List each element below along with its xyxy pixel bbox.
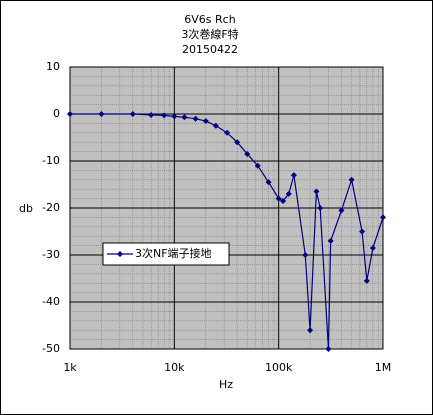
- data-point: [369, 244, 376, 251]
- data-point: [325, 346, 332, 352]
- data-point: [302, 252, 309, 258]
- data-point: [67, 111, 73, 117]
- data-point: [380, 214, 386, 221]
- data-point: [275, 195, 282, 202]
- chart-title: 3次巻線F特: [181, 27, 238, 41]
- data-point: [98, 111, 105, 117]
- data-point: [129, 111, 136, 117]
- x-tick-label: 10k: [164, 361, 185, 374]
- data-point: [212, 122, 219, 129]
- data-point: [148, 111, 155, 118]
- x-tick-label: 1k: [63, 361, 77, 374]
- y-tick-label: 0: [53, 107, 60, 120]
- data-point: [307, 327, 314, 334]
- x-tick-label: 1M: [375, 361, 392, 374]
- y-tick-label: -30: [42, 248, 60, 261]
- legend-box: [102, 242, 230, 266]
- data-point: [224, 129, 231, 136]
- data-point: [265, 179, 272, 186]
- y-tick-label: -40: [42, 295, 60, 308]
- data-point: [338, 207, 345, 214]
- data-point: [244, 150, 251, 157]
- plot-border: [69, 66, 384, 350]
- y-tick-label: -10: [42, 154, 60, 167]
- y-tick-label: -50: [42, 342, 60, 355]
- data-point: [327, 237, 334, 244]
- legend-marker: [117, 251, 123, 257]
- data-point: [192, 115, 199, 122]
- data-point: [348, 176, 355, 183]
- chart-title: 6V6s Rch: [184, 13, 235, 26]
- data-point: [317, 205, 324, 211]
- data-point: [161, 112, 168, 119]
- y-tick-label: 10: [46, 60, 60, 73]
- data-point: [254, 162, 261, 169]
- x-tick-label: 100k: [265, 361, 293, 374]
- data-point: [363, 277, 370, 284]
- data-point: [313, 188, 320, 195]
- data-point: [234, 139, 241, 146]
- data-point: [279, 197, 286, 204]
- data-point: [181, 114, 188, 121]
- x-axis-label: Hz: [219, 378, 233, 391]
- y-tick-label: -20: [42, 201, 60, 214]
- data-point: [171, 113, 178, 120]
- y-axis-label: db: [19, 202, 33, 215]
- data-point: [290, 172, 297, 179]
- data-point: [202, 118, 209, 125]
- data-point: [285, 190, 292, 197]
- legend-label: 3次NF端子接地: [135, 246, 212, 260]
- chart-title: 20150422: [182, 43, 238, 56]
- data-point: [359, 228, 366, 235]
